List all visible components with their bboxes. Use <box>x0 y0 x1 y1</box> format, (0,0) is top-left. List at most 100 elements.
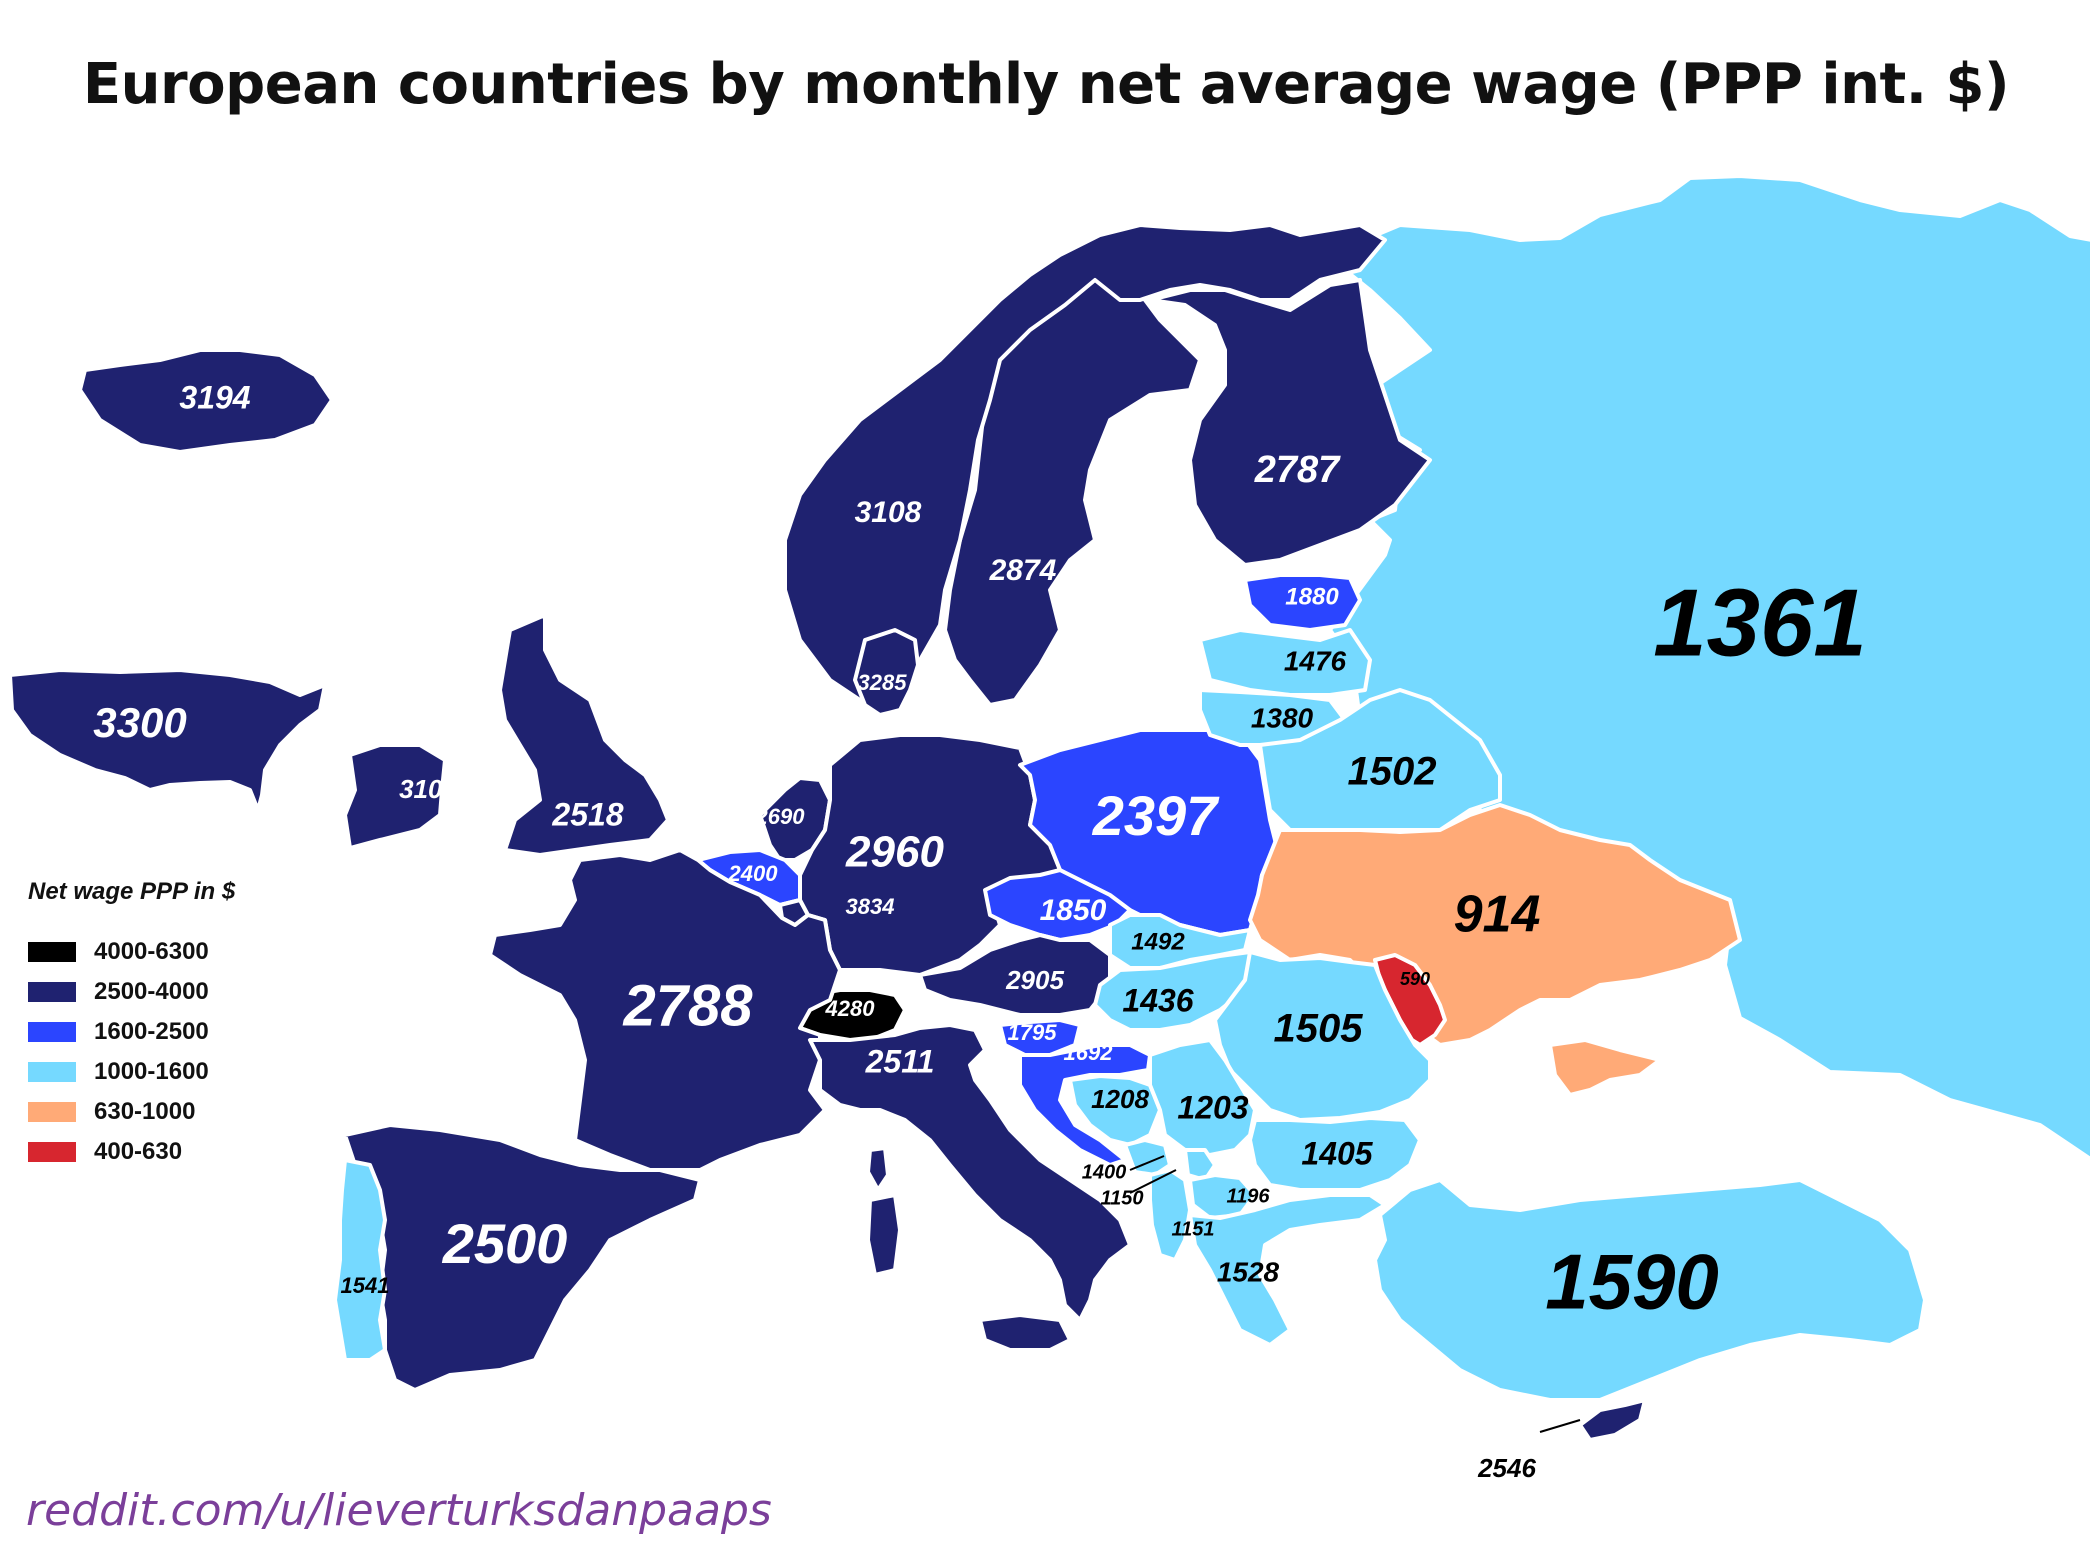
wage-label-north-macedonia: 1151 <box>1171 1218 1214 1240</box>
wage-label-sweden: 2874 <box>989 554 1057 587</box>
region-crimea <box>1548 1038 1662 1097</box>
wage-label-netherlands: 2690 <box>755 804 806 829</box>
legend-item: 400-630 <box>28 1132 235 1172</box>
wage-label-denmark: 3285 <box>858 670 908 695</box>
region-uk <box>498 613 670 857</box>
wage-label-hungary: 1436 <box>1122 982 1193 1018</box>
region-montenegro <box>1123 1138 1172 1177</box>
legend-title: Net wage PPP in $ <box>28 878 236 905</box>
legend-swatch <box>28 942 76 962</box>
region-usa <box>8 668 327 812</box>
leader-cyprus <box>1539 1419 1581 1433</box>
region-cyprus <box>1578 1398 1647 1442</box>
region-kosovo <box>1183 1148 1217 1182</box>
legend-item: 630-1000 <box>28 1092 235 1132</box>
wage-label-austria: 2905 <box>1005 965 1064 995</box>
wage-label-uk: 2518 <box>551 796 623 832</box>
legend-label: 1000-1600 <box>94 1058 209 1085</box>
region-sweden <box>943 273 1202 707</box>
wage-label-iceland: 3194 <box>179 379 250 415</box>
legend-swatch <box>28 1022 76 1042</box>
wage-label-bulgaria: 1405 <box>1301 1135 1373 1171</box>
wage-label-latvia: 1476 <box>1284 645 1347 676</box>
wage-label-spain: 2500 <box>442 1212 568 1275</box>
region-romania <box>1213 950 1432 1122</box>
region-bulgaria <box>1248 1116 1422 1192</box>
region-iceland <box>78 348 334 454</box>
legend-label: 630-1000 <box>94 1098 196 1125</box>
legend-item: 1600-2500 <box>28 1012 235 1052</box>
region-north-macedonia <box>1188 1173 1257 1220</box>
region-albania <box>1148 1168 1192 1262</box>
wage-label-montenegro: 1400 <box>1082 1161 1127 1183</box>
wage-label-albania: 1150 <box>1100 1187 1143 1209</box>
legend: Net wage PPP in $ 4000-6300 2500-4000 1600… <box>28 878 235 1172</box>
wage-label-czechia: 1850 <box>1040 894 1107 927</box>
wage-label-slovenia: 1795 <box>1008 1020 1058 1045</box>
wage-label-switzerland: 4280 <box>825 996 876 1021</box>
wage-label-luxembourg: 3834 <box>846 894 895 919</box>
wage-label-finland: 2787 <box>1254 449 1341 491</box>
region-sardinia <box>866 1193 902 1277</box>
legend-swatch <box>28 982 76 1002</box>
wage-label-serbia: 1203 <box>1177 1089 1248 1125</box>
wage-label-bosnia: 1208 <box>1091 1084 1149 1114</box>
wage-label-france: 2788 <box>622 973 753 1038</box>
wage-label-slovakia: 1492 <box>1131 928 1185 955</box>
leader-albania <box>1129 1169 1177 1194</box>
legend-swatch <box>28 1142 76 1162</box>
legend-item: 2500-4000 <box>28 972 235 1012</box>
wage-label-usa: 3300 <box>93 699 186 746</box>
wage-label-germany: 2960 <box>845 828 944 877</box>
region-denmark <box>853 628 920 717</box>
wage-label-norway: 3108 <box>855 496 922 529</box>
region-ukraine <box>1248 803 1742 1047</box>
legend-swatch <box>28 1062 76 1082</box>
wage-label-moldova: 590 <box>1400 969 1430 989</box>
region-corsica <box>866 1146 890 1192</box>
wage-label-poland: 2397 <box>1092 784 1220 847</box>
region-latvia <box>1198 628 1372 697</box>
wage-label-lithuania: 1380 <box>1251 702 1314 733</box>
wage-label-romania: 1505 <box>1274 1007 1364 1051</box>
legend-item: 1000-1600 <box>28 1052 235 1092</box>
wage-label-ireland: 3108 <box>399 774 457 804</box>
region-ireland <box>343 743 447 850</box>
wage-label-portugal: 1541 <box>341 1273 390 1298</box>
region-serbia <box>1148 1038 1257 1157</box>
wage-label-russia: 1361 <box>1653 569 1867 676</box>
wage-label-cyprus: 2546 <box>1477 1453 1536 1483</box>
wage-label-turkey: 1590 <box>1545 1238 1719 1326</box>
region-norway <box>783 223 1387 702</box>
region-estonia <box>1243 573 1362 632</box>
wage-label-belarus: 1502 <box>1348 750 1437 794</box>
wage-label-croatia: 1692 <box>1064 1040 1114 1065</box>
legend-label: 1600-2500 <box>94 1018 209 1045</box>
legend-label: 4000-6300 <box>94 938 209 965</box>
legend-label: 2500-4000 <box>94 978 209 1005</box>
region-greece <box>1188 1193 1387 1347</box>
region-france <box>488 848 842 1172</box>
region-austria <box>918 933 1112 1017</box>
wage-label-belgium: 2400 <box>728 861 779 886</box>
legend-item: 4000-6300 <box>28 932 235 972</box>
region-portugal <box>333 1158 387 1362</box>
leader-montenegro <box>1129 1155 1165 1171</box>
region-croatia <box>1018 1043 1152 1167</box>
legend-label: 400-630 <box>94 1138 183 1165</box>
wage-label-ukraine: 914 <box>1454 886 1541 944</box>
region-slovenia <box>998 1018 1082 1057</box>
wage-label-italy: 2511 <box>865 1043 935 1079</box>
region-bosnia <box>1068 1074 1162 1147</box>
wage-label-greece: 1528 <box>1217 1256 1280 1287</box>
wage-label-estonia: 1880 <box>1285 583 1339 610</box>
credit-link[interactable]: reddit.com/u/lieverturksdanpaaps <box>26 1485 772 1536</box>
region-turkey <box>1373 1178 1927 1402</box>
legend-swatch <box>28 1102 76 1122</box>
map-title: European countries by monthly net averag… <box>82 52 2010 117</box>
region-sicily <box>978 1313 1072 1352</box>
region-italy <box>808 1023 1132 1322</box>
wage-label-kosovo: 1196 <box>1226 1185 1270 1207</box>
region-finland <box>1148 278 1432 567</box>
